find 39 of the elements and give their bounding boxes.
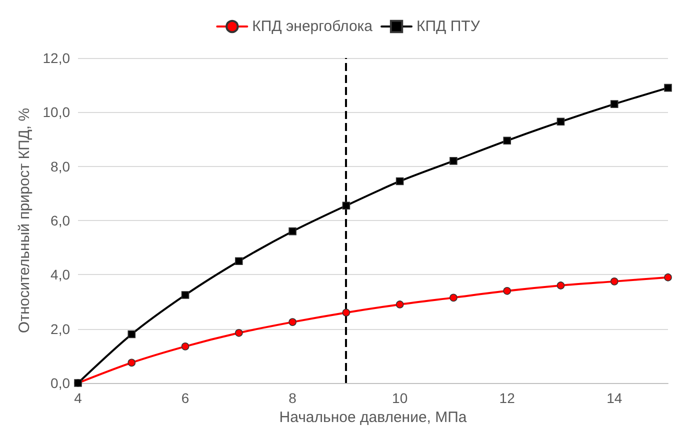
x-axis-title: Начальное давление, МПа (279, 408, 468, 426)
point (342, 308, 350, 316)
y-tick-label: 12,0 (42, 50, 70, 66)
point (610, 278, 618, 286)
point (503, 287, 511, 295)
point (556, 282, 565, 290)
y-tick-label: 6,0 (50, 212, 70, 228)
point (288, 318, 296, 326)
point (503, 136, 511, 145)
x-tick-label: 8 (288, 390, 297, 406)
y-axis-title: Относительный прирост КПД, % (16, 108, 33, 334)
point (342, 202, 350, 210)
y-tick-label: 4,0 (50, 266, 70, 283)
legend-label: КПД энергоблока (252, 18, 374, 35)
x-tick-label: 4 (74, 390, 82, 406)
x-tick-label: 6 (181, 390, 190, 406)
point (664, 273, 672, 282)
y-tick-label: 2,0 (50, 320, 70, 337)
point (235, 257, 243, 266)
point (450, 157, 458, 165)
point (128, 358, 136, 367)
x-tick-label: 12 (499, 390, 516, 406)
point (556, 118, 565, 126)
x-tick-label: 14 (606, 390, 622, 406)
point (128, 330, 136, 338)
y-tick-label: 0,0 (50, 375, 70, 391)
x-tick-label: 10 (392, 390, 408, 406)
y-tick-label: 8,0 (50, 158, 70, 174)
point (610, 100, 618, 108)
point (181, 342, 190, 350)
point (235, 328, 243, 337)
point (396, 177, 404, 186)
point (288, 227, 296, 236)
point (450, 294, 458, 302)
y-tick-label: 10,0 (42, 104, 70, 120)
point (396, 300, 404, 308)
point (664, 84, 672, 92)
legend-label: КПД ПТУ (416, 18, 480, 35)
point (181, 291, 190, 299)
